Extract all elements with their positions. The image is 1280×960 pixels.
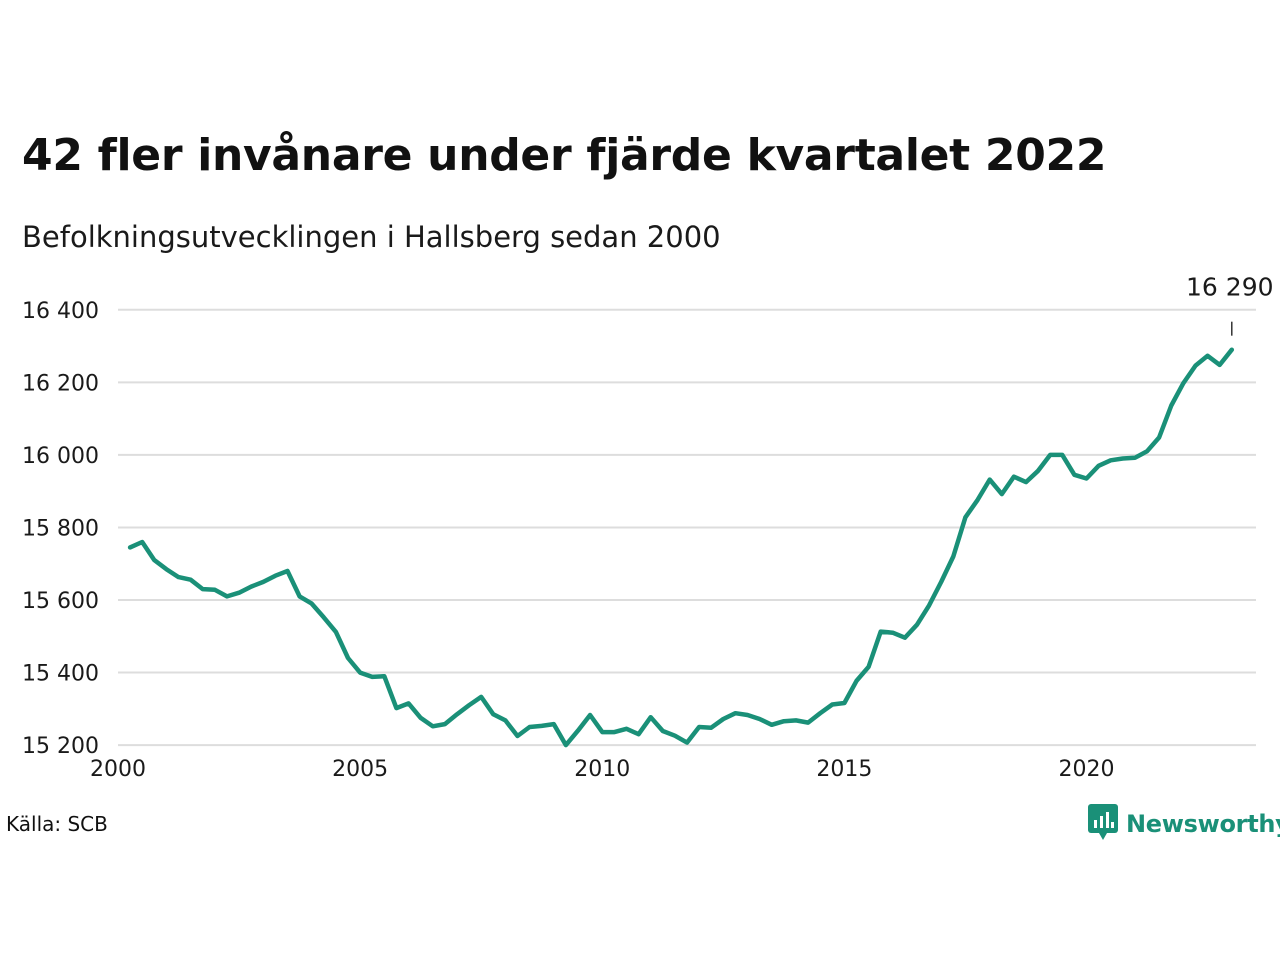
source-note: Källa: SCB (6, 812, 108, 836)
y-tick-label: 16 000 (22, 444, 99, 469)
y-tick-label: 15 400 (22, 662, 99, 687)
newsworthy-brand: Newsworthy (1088, 804, 1280, 844)
y-axis-tick-labels: 15 200 15 400 15 600 15 800 16 000 16 200 16 4… (22, 299, 99, 759)
series-line (127, 347, 1235, 748)
x-tick-label: 2015 (816, 757, 872, 782)
end-value-label: 16 290 (1186, 273, 1273, 302)
y-tick-label: 16 200 (22, 371, 99, 396)
y-tick-label: 15 800 (22, 516, 99, 541)
x-axis-tick-labels: 2000 2005 2010 2015 2020 (90, 757, 1115, 782)
gridlines (118, 308, 1256, 747)
series-layer (127, 347, 1235, 748)
line-chart: 15 200 15 400 15 600 15 800 16 000 16 200 16 4… (22, 273, 1274, 782)
x-tick-label: 2020 (1059, 757, 1115, 782)
brand-name: Newsworthy (1126, 810, 1280, 838)
x-tick-label: 2000 (90, 757, 146, 782)
chart-subtitle: Befolkningsutvecklingen i Hallsberg seda… (22, 220, 721, 254)
chart-title: 42 fler invånare under fjärde kvartalet … (22, 130, 1107, 181)
y-tick-label: 15 200 (22, 734, 99, 759)
annotation-layer: 16 290 (1186, 273, 1274, 336)
newsworthy-logo-icon (1088, 804, 1118, 844)
y-tick-label: 16 400 (22, 299, 99, 324)
x-tick-label: 2010 (574, 757, 630, 782)
y-tick-label: 15 600 (22, 589, 99, 614)
x-tick-label: 2005 (332, 757, 388, 782)
